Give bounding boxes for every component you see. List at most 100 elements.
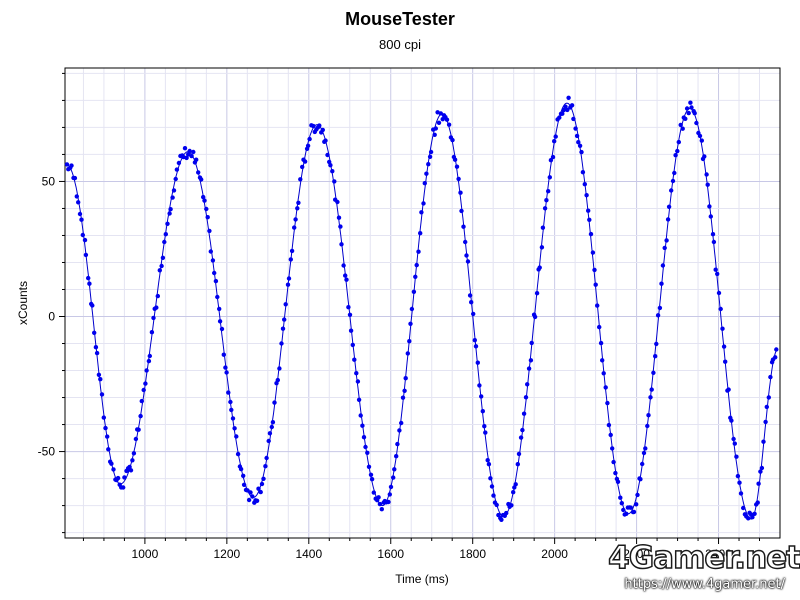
data-point — [80, 232, 86, 238]
data-point — [270, 420, 276, 425]
data-point — [263, 464, 268, 469]
data-point — [669, 188, 674, 193]
data-point — [699, 138, 704, 143]
data-point — [504, 510, 509, 516]
data-point — [646, 413, 651, 418]
data-point — [416, 249, 421, 254]
data-point — [196, 170, 201, 175]
data-point — [248, 490, 253, 495]
data-point — [230, 416, 236, 421]
x-tick-label: 2200 — [623, 547, 650, 561]
data-point — [282, 317, 287, 322]
data-point — [151, 315, 156, 321]
data-point — [540, 225, 546, 230]
data-point — [624, 511, 629, 516]
data-point — [277, 366, 282, 371]
data-point — [707, 204, 712, 209]
data-point — [348, 328, 354, 333]
data-point — [94, 350, 100, 356]
data-point — [421, 201, 426, 206]
data-point — [605, 400, 610, 406]
data-point — [72, 175, 78, 181]
data-point — [713, 267, 718, 272]
data-point — [738, 491, 744, 496]
data-point — [705, 182, 710, 187]
data-point — [182, 146, 188, 151]
data-point — [138, 413, 143, 419]
data-point — [173, 176, 178, 182]
data-point — [721, 344, 727, 349]
data-point — [139, 398, 144, 404]
data-point — [127, 464, 132, 470]
data-point — [143, 381, 148, 386]
data-point — [603, 385, 608, 390]
data-point — [651, 370, 656, 375]
data-point — [136, 427, 141, 432]
data-point — [168, 207, 173, 212]
data-point — [347, 312, 353, 317]
data-point — [99, 392, 105, 397]
data-point — [103, 425, 108, 431]
data-point — [580, 170, 586, 175]
data-point — [146, 358, 152, 364]
data-point — [234, 434, 239, 439]
data-point — [479, 394, 484, 399]
data-point — [411, 289, 417, 294]
data-point — [90, 303, 95, 308]
data-point — [106, 447, 111, 452]
data-point — [111, 467, 116, 472]
data-point — [723, 359, 728, 364]
data-point — [473, 344, 479, 349]
data-point — [482, 424, 487, 429]
data-point — [513, 482, 518, 487]
data-point — [162, 239, 167, 245]
data-point — [461, 224, 466, 229]
data-point — [515, 462, 520, 467]
data-point — [77, 211, 83, 217]
data-point — [683, 116, 688, 122]
data-point — [710, 232, 716, 237]
data-point — [199, 177, 204, 182]
data-point — [528, 358, 534, 363]
data-point — [109, 461, 114, 466]
data-point — [576, 140, 581, 145]
data-point — [653, 354, 658, 359]
data-point — [275, 377, 280, 383]
data-point — [640, 461, 645, 467]
data-point — [477, 383, 482, 388]
data-point — [557, 115, 562, 120]
data-point — [212, 270, 217, 276]
data-point — [217, 319, 223, 324]
data-point — [165, 221, 170, 226]
data-point — [363, 444, 368, 450]
data-point — [456, 176, 461, 182]
data-point — [285, 282, 291, 287]
data-point — [93, 345, 99, 350]
data-point — [157, 268, 162, 273]
data-point — [219, 326, 225, 332]
data-point — [573, 126, 578, 131]
data-point — [170, 195, 175, 200]
data-point — [154, 305, 159, 310]
data-point — [246, 497, 252, 503]
data-point — [269, 424, 274, 430]
data-point — [187, 148, 192, 154]
data-point — [64, 162, 70, 167]
data-point — [547, 175, 552, 180]
data-point — [729, 418, 734, 423]
data-point — [191, 149, 196, 155]
data-point — [615, 479, 621, 484]
data-point — [494, 502, 499, 508]
data-point — [388, 484, 394, 490]
data-point — [365, 450, 370, 455]
data-point — [229, 407, 234, 413]
data-point — [758, 469, 763, 474]
data-point — [258, 489, 263, 495]
data-point — [438, 111, 443, 116]
data-point — [565, 107, 570, 113]
data-point — [98, 377, 103, 382]
data-point — [761, 439, 766, 444]
data-point — [133, 436, 139, 442]
data-point — [550, 154, 556, 160]
